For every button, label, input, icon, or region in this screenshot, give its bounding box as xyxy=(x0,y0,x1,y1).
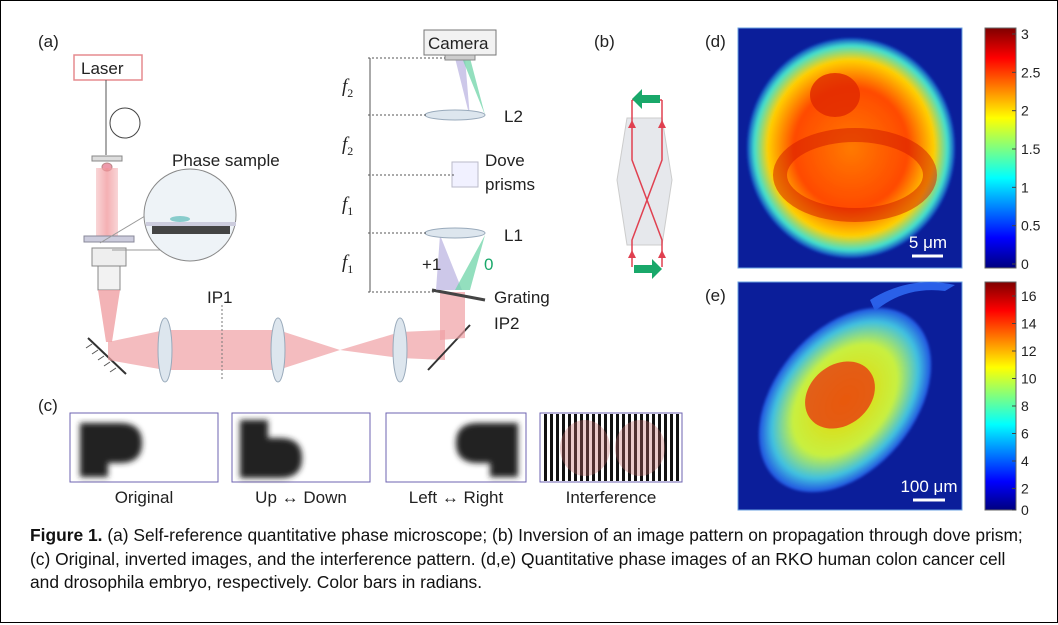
component-label: Camera xyxy=(428,34,489,53)
component-label: Laser xyxy=(81,59,124,78)
phase-map-e xyxy=(724,275,1016,526)
colorbar-tick-label: 0 xyxy=(1021,256,1029,272)
component-label: IP2 xyxy=(494,314,520,333)
image-label: Left ↔ Right xyxy=(409,488,504,507)
order-label: +1 xyxy=(422,255,441,274)
distance-index: 2 xyxy=(347,86,353,100)
distance-label: f1 xyxy=(342,194,353,218)
component-label: Phase sample xyxy=(172,151,280,170)
fringe xyxy=(556,414,559,481)
panel-label: (b) xyxy=(594,32,615,51)
image-strip xyxy=(70,413,682,482)
colorbar-tick-label: 6 xyxy=(1021,426,1029,442)
distance-label: f2 xyxy=(342,134,353,158)
image-label: Up ↔ Down xyxy=(255,488,347,507)
phase-map-d xyxy=(738,28,1016,268)
distance-index: 1 xyxy=(347,262,353,276)
component-label: Grating xyxy=(494,288,550,307)
component-label: IP1 xyxy=(207,288,233,307)
fringe xyxy=(610,414,613,481)
component-label: prisms xyxy=(485,175,535,194)
dove-prism-diagram xyxy=(617,89,672,279)
caption-text: (a) Self-reference quantitative phase mi… xyxy=(30,525,1023,592)
figure: (a) (b) (c) (d) (e) xyxy=(0,0,1058,625)
colorbar-tick-label: 1 xyxy=(1021,179,1029,195)
fringe xyxy=(550,414,553,481)
colorbar-tick-label: 2.5 xyxy=(1021,64,1041,80)
panel-label: (c) xyxy=(38,396,58,415)
colorbar-tick-label: 2 xyxy=(1021,481,1029,497)
image-label: Interference xyxy=(566,488,657,507)
image-label: Original xyxy=(115,488,174,507)
distance-index: 2 xyxy=(347,144,353,158)
component-label: L1 xyxy=(504,226,523,245)
colorbar-tick-label: 2 xyxy=(1021,103,1029,119)
component-label: Dove xyxy=(485,151,525,170)
fringe xyxy=(676,414,679,481)
colorbar-tick-label: 0 xyxy=(1021,502,1029,518)
colorbar-tick-label: 16 xyxy=(1021,288,1037,304)
caption-label: Figure 1. xyxy=(30,525,102,545)
colorbar-tick-label: 12 xyxy=(1021,343,1037,359)
figure-caption: Figure 1. (a) Self-reference quantitativ… xyxy=(30,524,1030,595)
colorbar-tick-label: 10 xyxy=(1021,371,1037,387)
colorbar-tick-label: 1.5 xyxy=(1021,141,1041,157)
fringe xyxy=(544,414,547,481)
panel-label: (a) xyxy=(38,32,59,51)
fringe xyxy=(670,414,673,481)
component-label: L2 xyxy=(504,107,523,126)
colorbar-tick-label: 0.5 xyxy=(1021,218,1041,234)
distance-label: f1 xyxy=(342,252,353,276)
panel-label: (e) xyxy=(705,286,726,305)
order-label: 0 xyxy=(484,255,493,274)
setup-diagram xyxy=(74,30,496,382)
scale-bar-label: 100 μm xyxy=(900,477,957,496)
colorbar-tick-label: 3 xyxy=(1021,26,1029,42)
distance-index: 1 xyxy=(347,204,353,218)
colorbar-tick-label: 4 xyxy=(1021,453,1029,469)
scale-bar-label: 5 μm xyxy=(909,233,947,252)
colorbar-tick-label: 14 xyxy=(1021,316,1037,332)
colorbar-tick-label: 8 xyxy=(1021,398,1029,414)
panel-label: (d) xyxy=(705,32,726,51)
distance-label: f2 xyxy=(342,76,353,100)
